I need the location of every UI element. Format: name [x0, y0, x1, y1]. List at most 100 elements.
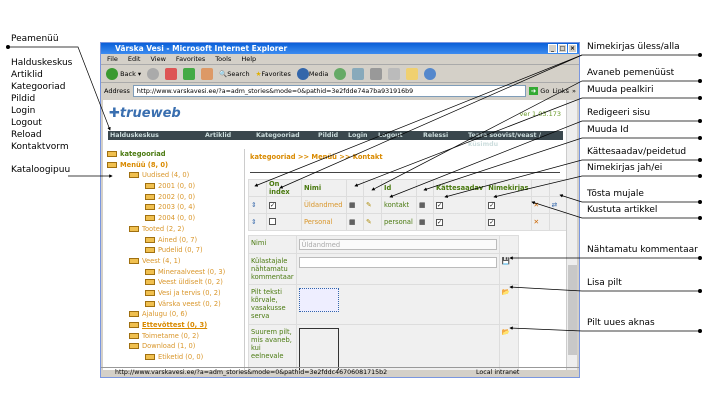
maximize-button[interactable]: □ [558, 44, 567, 53]
nav-item[interactable]: Teata soovist/veast / küsimdu [468, 132, 542, 148]
refresh-icon[interactable] [183, 67, 196, 80]
menu-item[interactable]: File [107, 55, 118, 63]
tree-item[interactable]: Ajalugu (0, 6) [105, 309, 244, 320]
tree-item[interactable]: 2003 (0, 4) [105, 202, 244, 213]
back-icon [106, 67, 118, 80]
callout-dot [698, 174, 702, 178]
go-button[interactable]: ➜ Go [528, 87, 550, 95]
folder-icon [145, 236, 155, 243]
breadcrumb[interactable]: kategooriad >> Menüü >> Kontakt [250, 153, 383, 161]
available-checkbox[interactable]: ✓ [436, 219, 443, 226]
discuss-icon[interactable] [406, 67, 419, 80]
tree-item[interactable]: Vesi ja tervis (0, 2) [105, 288, 244, 299]
close-button[interactable]: × [568, 44, 577, 53]
menu-item[interactable]: View [150, 55, 166, 63]
edit-title-icon[interactable]: ▦ [349, 218, 356, 226]
article-name-link[interactable]: Personal [301, 213, 347, 231]
logo: ✚trueweb [109, 106, 181, 121]
minimize-button[interactable]: _ [548, 44, 557, 53]
tree-item[interactable]: 2001 (0, 0) [105, 181, 244, 192]
back-button[interactable]: Back ▾ [106, 67, 141, 80]
tree-item[interactable]: Ained (0, 7) [105, 235, 244, 246]
edit-content-icon[interactable]: ✎ [366, 218, 372, 226]
nav-item[interactable]: Pildid [318, 132, 339, 139]
tree-item[interactable]: Uudised (4, 0) [105, 170, 244, 181]
nav-item[interactable]: Artiklid [205, 132, 232, 139]
on-index-checkbox[interactable] [269, 217, 276, 225]
edit-id-icon[interactable]: ▦ [419, 201, 426, 209]
folder-icon [129, 332, 139, 339]
tree-item[interactable]: Ettevõttest (0, 3) [105, 320, 244, 331]
tree-item[interactable]: Veest üldiselt (0, 2) [105, 277, 244, 288]
tree-item[interactable]: Tooted (2, 2) [105, 224, 244, 235]
article-form: Nimi Üldandmed Külastajale nähtamatu komm… [248, 235, 519, 370]
listed-checkbox[interactable]: ✓ [488, 202, 496, 209]
history-icon[interactable] [334, 67, 347, 80]
annotation-label: Muuda pealkiri [586, 85, 655, 95]
on-index-checkbox[interactable]: ✓ [269, 202, 276, 209]
stop-icon[interactable] [165, 67, 178, 80]
move-up-down-icon[interactable]: ⇕ [251, 201, 257, 209]
edit-id-icon[interactable]: ▦ [419, 218, 426, 226]
search-button[interactable]: 🔍Search [219, 69, 250, 78]
callout-line [389, 120, 700, 198]
open-folder-icon[interactable]: 📂 [501, 328, 510, 336]
tree-item[interactable]: 2004 (0, 0) [105, 213, 244, 224]
name-input[interactable]: Üldandmed [298, 239, 497, 250]
annotation-label: Kättesaadav/peidetud [586, 147, 688, 157]
nav-item[interactable]: Relessi [423, 132, 449, 139]
nav-item[interactable]: Halduskeskus [110, 132, 159, 139]
mail-icon[interactable] [352, 67, 365, 80]
edit-content-icon[interactable]: ✎ [366, 201, 372, 209]
big-image-box[interactable] [298, 328, 339, 370]
home-icon[interactable] [201, 67, 214, 80]
tree-item[interactable]: Menüü (8, 0) [105, 160, 244, 171]
annotation-label: Pildid [10, 94, 37, 104]
open-folder-icon[interactable]: 📂 [501, 288, 510, 296]
move-up-down-icon[interactable]: ⇕ [251, 218, 257, 226]
callout-line [509, 326, 700, 332]
image-thumbnail[interactable] [298, 288, 339, 312]
annotation-label: Redigeeri sisu [586, 108, 652, 118]
tree-item[interactable]: 2002 (0, 0) [105, 192, 244, 203]
address-input[interactable]: http://www.varskavesi.ee/?a=adm_stories&… [132, 85, 526, 97]
menu-item[interactable]: Edit [127, 55, 141, 63]
tree-item[interactable]: Veest (4, 1) [105, 256, 244, 267]
favorites-button[interactable]: ★Favorites [255, 69, 291, 78]
tree-item[interactable]: Toimetame (0, 2) [105, 331, 244, 342]
print-icon[interactable] [370, 67, 383, 80]
annotation-label: Tõsta mujale [586, 189, 645, 199]
folder-icon [107, 161, 117, 168]
callout-dot [698, 200, 702, 204]
menu-item[interactable]: Help [241, 55, 257, 63]
menu-item[interactable]: Favorites [175, 55, 206, 63]
media-button[interactable]: Media [296, 67, 328, 80]
edit-title-icon[interactable]: ▦ [349, 201, 356, 209]
comment-input[interactable] [298, 257, 497, 268]
tree-item[interactable]: Värska veest (0, 2) [105, 299, 244, 310]
scrollbar[interactable] [566, 100, 577, 370]
tree-item[interactable]: Download (1, 0) [105, 341, 244, 352]
nav-item[interactable]: Login [348, 132, 368, 139]
tree-item[interactable]: Etiketid (0, 0) [105, 352, 244, 363]
annotation-label: Kategooriad [10, 82, 67, 92]
tree-item[interactable]: Pudelid (0, 7) [105, 245, 244, 256]
tree-item[interactable]: Mineraalveest (0, 3) [105, 267, 244, 278]
messenger-icon[interactable] [424, 67, 437, 80]
save-icon[interactable]: 💾 [501, 257, 510, 265]
nav-item[interactable]: Logout [378, 132, 403, 139]
delete-icon[interactable]: ✕ [533, 201, 540, 209]
links-button[interactable]: Links [552, 87, 570, 95]
tree-item[interactable]: kategooriad [105, 149, 244, 160]
table-row: ⇕ ✓ Üldandmed ▦ ✎ kontakt ▦ ✓ ✓ ✕ ⇄ [248, 196, 567, 214]
nav-item[interactable]: Kategooriad [256, 132, 300, 139]
available-checkbox[interactable]: ✓ [436, 202, 443, 209]
annotation-label: Logout [10, 118, 43, 128]
menu-item[interactable]: Tools [215, 55, 232, 63]
listed-checkbox[interactable]: ✓ [488, 219, 496, 226]
edit-icon[interactable] [388, 67, 401, 80]
move-icon[interactable]: ⇄ [551, 201, 558, 209]
menu-bar: File Edit View Favorites Tools Help [101, 54, 579, 65]
delete-icon[interactable]: ✕ [533, 218, 540, 226]
forward-icon[interactable] [147, 67, 160, 80]
